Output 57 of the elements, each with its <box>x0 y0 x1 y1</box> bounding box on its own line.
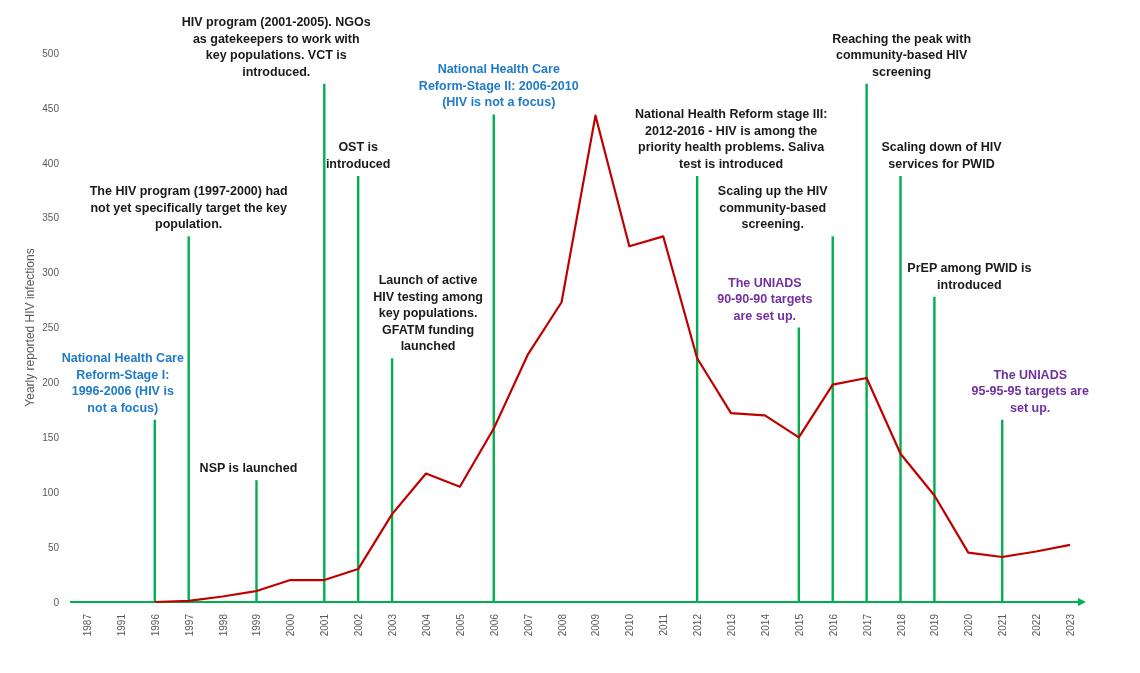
annotation: Reaching the peak with community-based HIV screening <box>832 31 972 79</box>
y-tick-label: 0 <box>53 596 60 608</box>
x-tick-label: 2003 <box>387 613 399 637</box>
x-tick-label: 2013 <box>726 613 738 637</box>
x-tick-label: 2005 <box>454 613 466 637</box>
x-tick-label: 2016 <box>827 613 839 637</box>
annotation: NSP is launched <box>199 461 298 476</box>
x-tick-label: 2019 <box>929 613 941 637</box>
x-tick-label: 2011 <box>658 613 670 636</box>
x-tick-label: 2022 <box>1031 613 1043 637</box>
x-tick-label: 2017 <box>861 613 873 637</box>
annotation: Scaling down of HIV services for PWID <box>881 140 1003 171</box>
x-tick-label: 1998 <box>217 613 229 637</box>
x-tick-label: 1997 <box>183 613 195 637</box>
annotation: OST is introduced <box>325 140 391 171</box>
x-tick-label: 1996 <box>149 613 161 637</box>
x-tick-label: 2020 <box>963 613 975 637</box>
x-tick-label: 1999 <box>251 613 263 637</box>
annotation: HIV program (2001-2005). NGOs as gatekeepers to work with key populations. VCT is introduced. <box>181 15 371 79</box>
annotation: The UNIADS 90-90-90 targets are set up. <box>717 275 813 323</box>
y-tick-label: 200 <box>42 377 60 389</box>
annotation: The HIV program (1997-2000) had not yet specifically target the key population. <box>89 184 288 232</box>
x-tick-label: 2007 <box>522 613 534 637</box>
y-axis-title: Yearly reported HIV infections <box>23 248 37 407</box>
x-tick-label: 2021 <box>997 613 1009 637</box>
x-tick-label: 1991 <box>115 613 127 637</box>
annotation: National Health Care Reform-Stage II: 2006-2010 (HIV is not a focus) <box>418 62 579 110</box>
x-tick-label: 2015 <box>793 613 805 637</box>
y-tick-label: 450 <box>42 102 60 114</box>
y-tick-label: 300 <box>42 267 60 279</box>
x-tick-label: 2018 <box>895 613 907 637</box>
x-tick-label: 2004 <box>420 613 432 637</box>
y-tick-label: 350 <box>42 212 60 224</box>
x-tick-label: 2006 <box>488 613 500 637</box>
x-tick-label: 2008 <box>556 613 568 637</box>
y-tick-label: 50 <box>47 541 60 553</box>
x-tick-label: 2009 <box>590 613 602 637</box>
y-tick-label: 500 <box>42 47 60 59</box>
annotation: Scaling up the HIV community-based screening. <box>717 184 829 232</box>
annotation: National Health Care Reform-Stage I: 1996-2006 (HIV is not a focus) <box>61 351 184 415</box>
annotation: Launch of active HIV testing among key populations. GFATM funding launched <box>373 273 483 354</box>
x-tick-label: 2000 <box>285 613 297 637</box>
y-tick-label: 400 <box>42 157 60 169</box>
y-tick-label: 150 <box>42 432 60 443</box>
bar <box>187 236 190 602</box>
annotation: The UNIADS 95-95-95 targets are set up. <box>971 367 1089 415</box>
x-tick-label: 2014 <box>759 613 771 637</box>
y-tick-label: 250 <box>42 322 60 334</box>
x-tick-label: 1987 <box>82 613 93 637</box>
annotation: PrEP among PWID is introduced <box>907 261 1032 292</box>
annotation: National Health Reform stage III: 2012-2016 - HIV is among the priority health problems. Saliva test is introduced <box>634 107 828 171</box>
x-tick-label: 2012 <box>692 613 704 637</box>
y-tick-label: 100 <box>42 486 60 498</box>
x-tick-label: 2023 <box>1065 613 1076 637</box>
x-tick-label: 2001 <box>319 613 331 637</box>
x-tick-label: 2002 <box>353 613 365 637</box>
x-tick-label: 2010 <box>624 613 636 637</box>
